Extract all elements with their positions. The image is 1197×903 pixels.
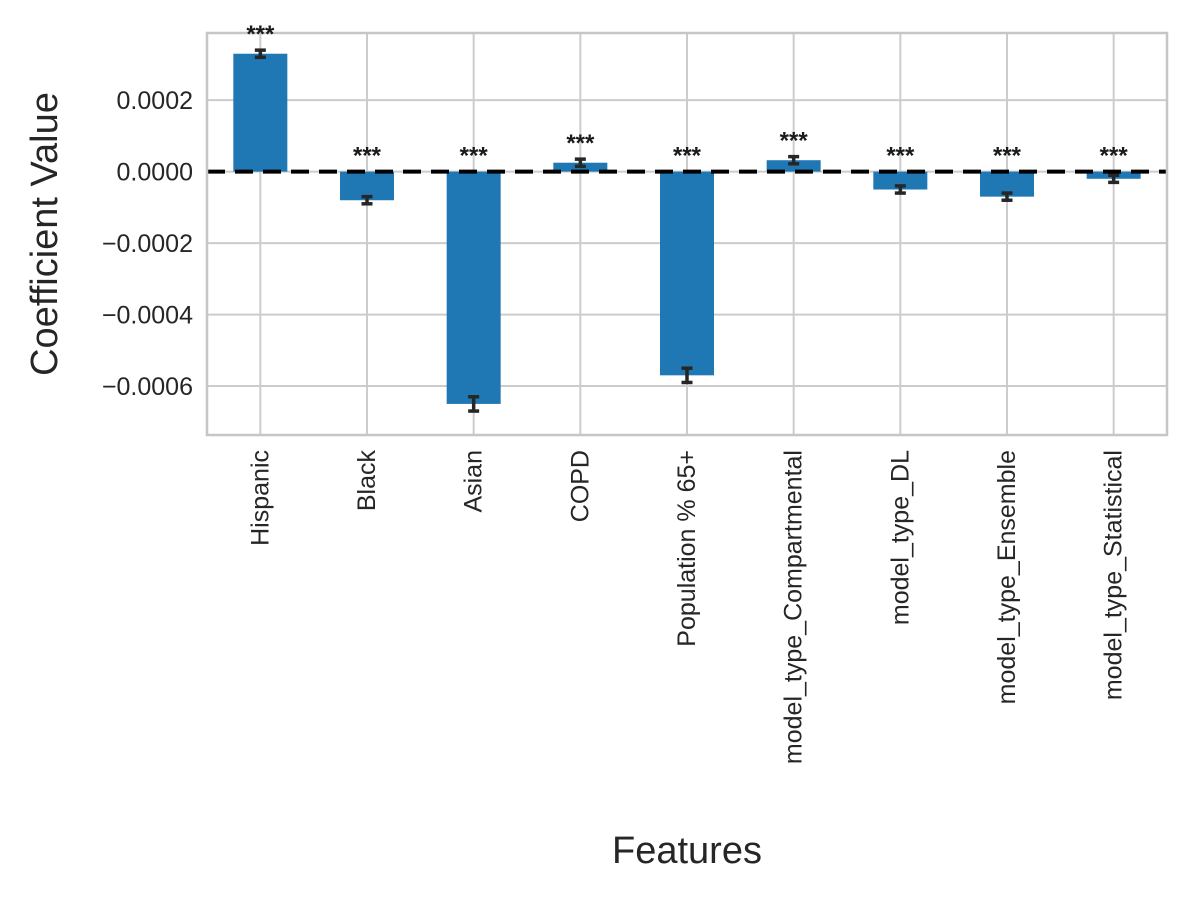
y-tick-label: 0.0002 [117, 87, 193, 115]
bar [446, 171, 501, 404]
y-axis-label: Coefficient Value [24, 92, 66, 376]
bar [660, 171, 714, 376]
x-tick-label: Population % 65+ [673, 450, 701, 647]
significance-stars: *** [780, 128, 809, 155]
x-tick-label: model_type_Compartmental [780, 450, 808, 764]
y-tick-label: 0.0000 [117, 159, 193, 187]
x-tick-label: Hispanic [246, 450, 274, 546]
bar [873, 171, 928, 190]
significance-stars: *** [1100, 143, 1129, 170]
significance-stars: *** [993, 143, 1022, 170]
significance-stars: *** [460, 143, 489, 170]
y-tick-label: −0.0006 [102, 373, 193, 401]
x-axis-label: Features [612, 830, 762, 872]
significance-stars: *** [566, 130, 595, 157]
significance-stars: *** [673, 143, 702, 170]
significance-stars: *** [886, 143, 915, 170]
significance-stars: *** [353, 143, 382, 170]
bar [766, 160, 821, 172]
x-tick-label: COPD [566, 450, 594, 522]
significance-stars: *** [246, 21, 275, 48]
plot-area: *** *** *** *** *** *** *** *** *** 0.0002 0.0000 −… [102, 21, 1169, 764]
x-tick-label: Black [353, 450, 381, 512]
x-tick-label: model_type_Statistical [1100, 450, 1128, 700]
y-tick-label: −0.0002 [102, 230, 193, 258]
y-tick-label: −0.0004 [102, 302, 193, 330]
bar [233, 53, 288, 172]
x-tick-label: model_type_Ensemble [993, 450, 1021, 704]
x-tick-label: model_type_DL [886, 450, 914, 625]
x-tick-label: Asian [460, 450, 488, 513]
plot-border [205, 31, 1169, 437]
